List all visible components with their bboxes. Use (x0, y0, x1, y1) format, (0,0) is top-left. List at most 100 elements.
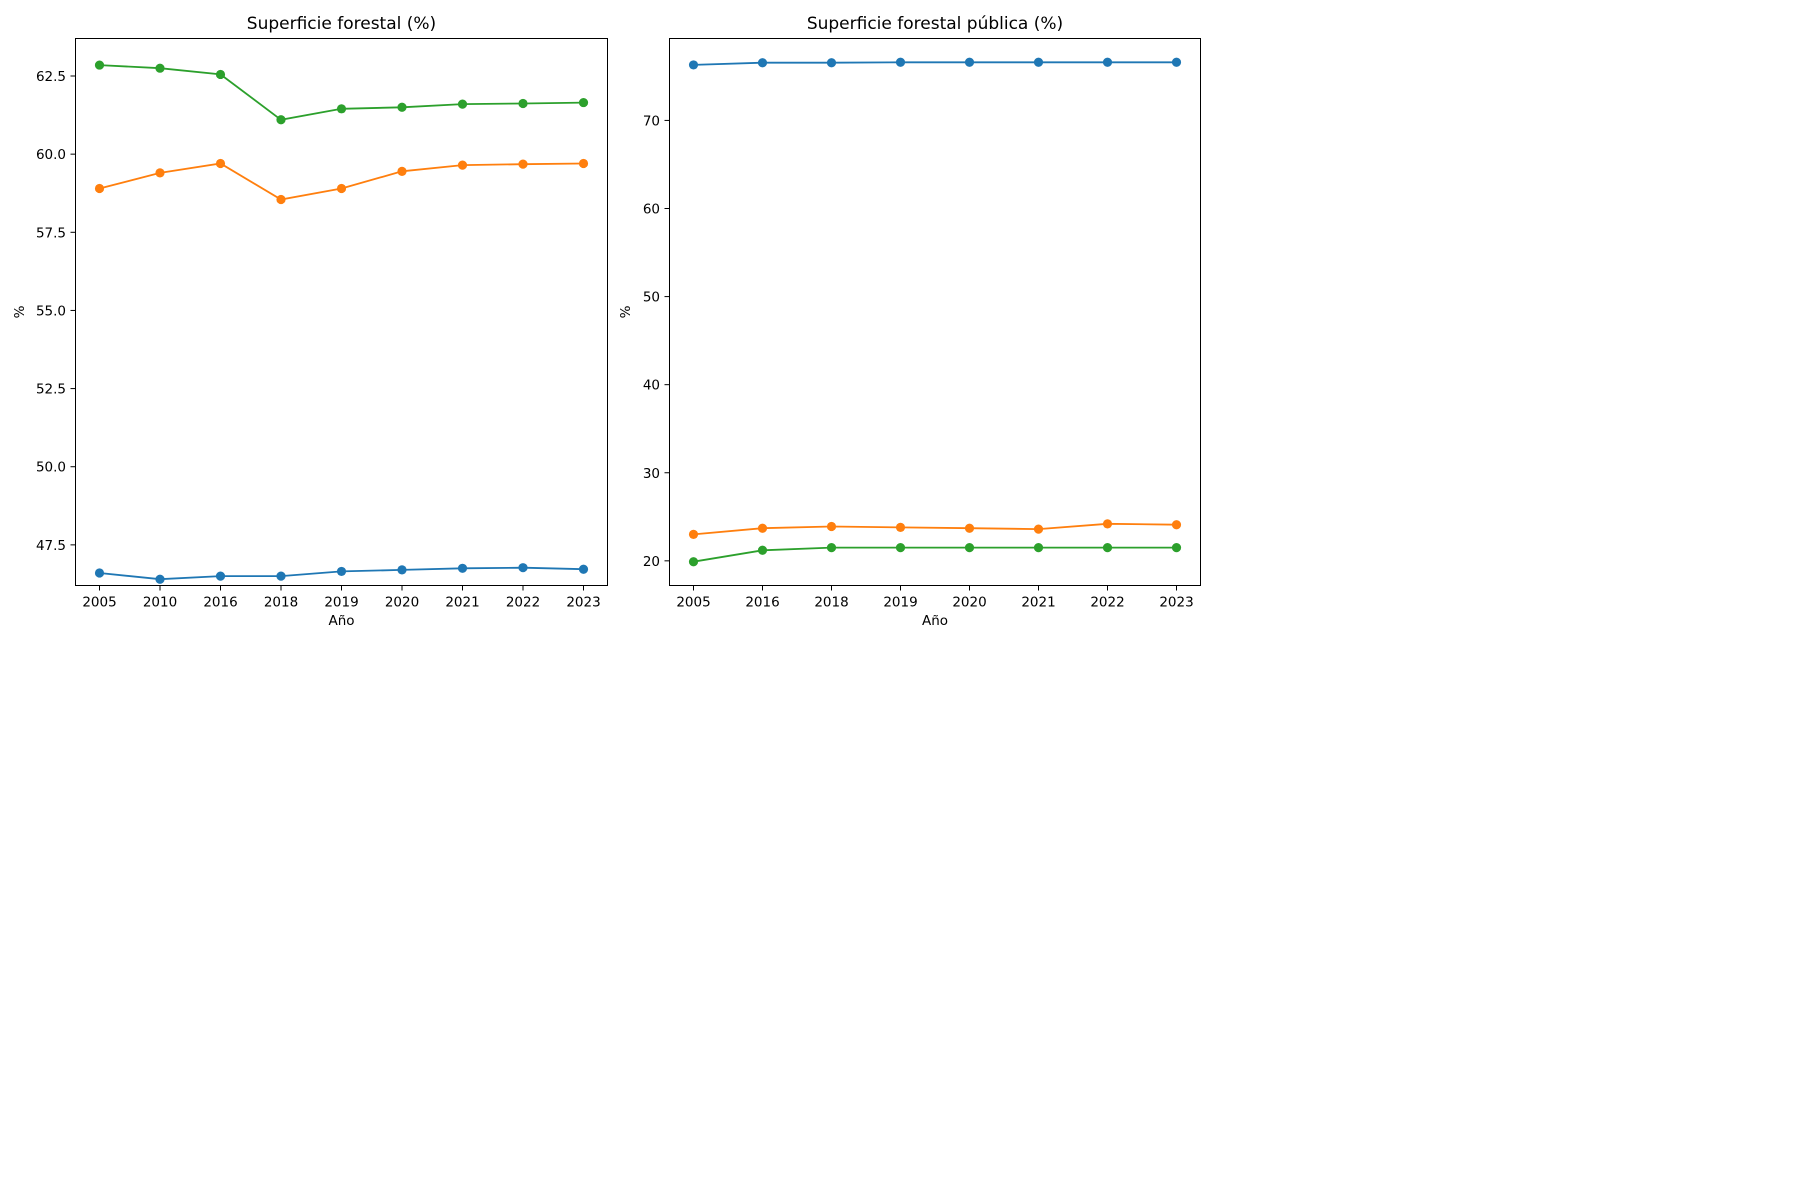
x-tick-label: 2021 (1021, 595, 1055, 611)
x-tick-label: 2023 (566, 595, 600, 611)
plot-frame (669, 38, 1201, 586)
y-tick-label: 57.5 (36, 225, 66, 241)
x-axis-label: Año (328, 613, 354, 629)
data-point (1102, 519, 1113, 529)
data-point (757, 58, 768, 68)
data-point (518, 159, 528, 169)
data-point (1102, 543, 1113, 553)
data-point (276, 571, 286, 581)
series-line (693, 546, 1177, 563)
data-point (757, 523, 768, 533)
x-axis-label: Año (922, 613, 948, 629)
series-line (693, 522, 1177, 536)
data-point (276, 194, 286, 205)
chart-title: Superficie forestal pública (%) (807, 14, 1063, 34)
x-tick-label: 2018 (264, 595, 298, 611)
y-tick-label: 60 (643, 202, 660, 218)
data-point (895, 543, 906, 553)
data-point (578, 158, 589, 169)
x-tick-label: 2022 (506, 595, 540, 611)
data-point (155, 574, 165, 584)
data-point (457, 160, 468, 170)
data-point (457, 99, 468, 109)
data-point (336, 183, 347, 194)
x-tick-label: 2023 (1159, 595, 1193, 611)
y-tick-label: 50.0 (36, 460, 66, 476)
data-point (215, 69, 226, 80)
data-point (155, 63, 165, 73)
x-tick-label: 2020 (952, 595, 986, 611)
data-point (457, 563, 468, 573)
data-point (336, 104, 347, 114)
y-tick-label: 20 (643, 554, 660, 570)
y-tick-label: 50 (643, 290, 660, 306)
data-point (964, 523, 975, 533)
x-tick-label: 2005 (82, 595, 116, 611)
data-point (94, 183, 105, 194)
data-point (1033, 524, 1044, 534)
series-line (693, 61, 1177, 66)
y-axis-label: % (618, 305, 634, 318)
chart-superficie-forestal-publica: Superficie forestal pública (%) 2005 2016 2… (618, 14, 1201, 629)
x-tick-label: 2010 (143, 595, 177, 611)
data-point (1033, 57, 1044, 67)
data-point (964, 543, 975, 553)
x-tick-label: 2005 (676, 595, 710, 611)
plot-frame (75, 38, 608, 586)
data-point (336, 566, 347, 577)
x-tick-label: 2016 (745, 595, 779, 611)
data-point (397, 166, 407, 176)
x-tick-label: 2021 (445, 595, 479, 611)
data-point (688, 60, 699, 70)
series-0 (94, 563, 589, 584)
data-point (1102, 57, 1113, 67)
y-tick-label: 60.0 (36, 147, 66, 163)
y-tick-label: 70 (643, 113, 660, 129)
data-point (215, 571, 226, 581)
y-tick-label: 55.0 (36, 303, 66, 319)
y-tick-label: 62.5 (36, 69, 66, 85)
series-1 (94, 158, 589, 205)
data-point (895, 57, 906, 67)
data-point (895, 522, 906, 532)
y-tick-label: 47.5 (36, 538, 66, 554)
data-point (518, 98, 528, 109)
data-point (518, 563, 528, 573)
data-point (757, 545, 768, 555)
y-tick-label: 52.5 (36, 382, 66, 398)
data-point (215, 158, 226, 169)
data-point (1171, 57, 1182, 67)
series-2 (94, 60, 589, 125)
y-tick-label: 40 (643, 378, 660, 394)
data-point (826, 543, 837, 553)
data-point (1171, 520, 1182, 530)
data-point (155, 168, 165, 178)
data-point (1171, 543, 1182, 553)
data-point (688, 557, 699, 567)
series-1 (688, 519, 1182, 540)
x-tick-label: 2020 (385, 595, 419, 611)
chart-superficie-forestal: Superficie forestal (%) 2005 2010 2016 2018 2… (12, 14, 608, 629)
data-point (397, 565, 407, 575)
data-point (964, 57, 975, 67)
x-tick-label: 2018 (814, 595, 848, 611)
y-tick-label: 30 (643, 466, 660, 482)
chart-title: Superficie forestal (%) (247, 14, 436, 34)
data-point (94, 568, 105, 578)
data-point (397, 102, 407, 112)
x-tick-label: 2016 (203, 595, 237, 611)
series-0 (688, 57, 1182, 70)
x-tick-label: 2022 (1090, 595, 1124, 611)
x-tick-label: 2019 (324, 595, 358, 611)
y-axis-label: % (12, 305, 28, 318)
data-point (276, 115, 286, 125)
data-point (688, 529, 699, 540)
data-point (826, 58, 837, 68)
series-2 (688, 543, 1182, 567)
series-line (99, 162, 584, 201)
data-point (578, 564, 589, 574)
data-point (578, 97, 589, 108)
data-point (1033, 543, 1044, 553)
x-tick-label: 2019 (883, 595, 917, 611)
